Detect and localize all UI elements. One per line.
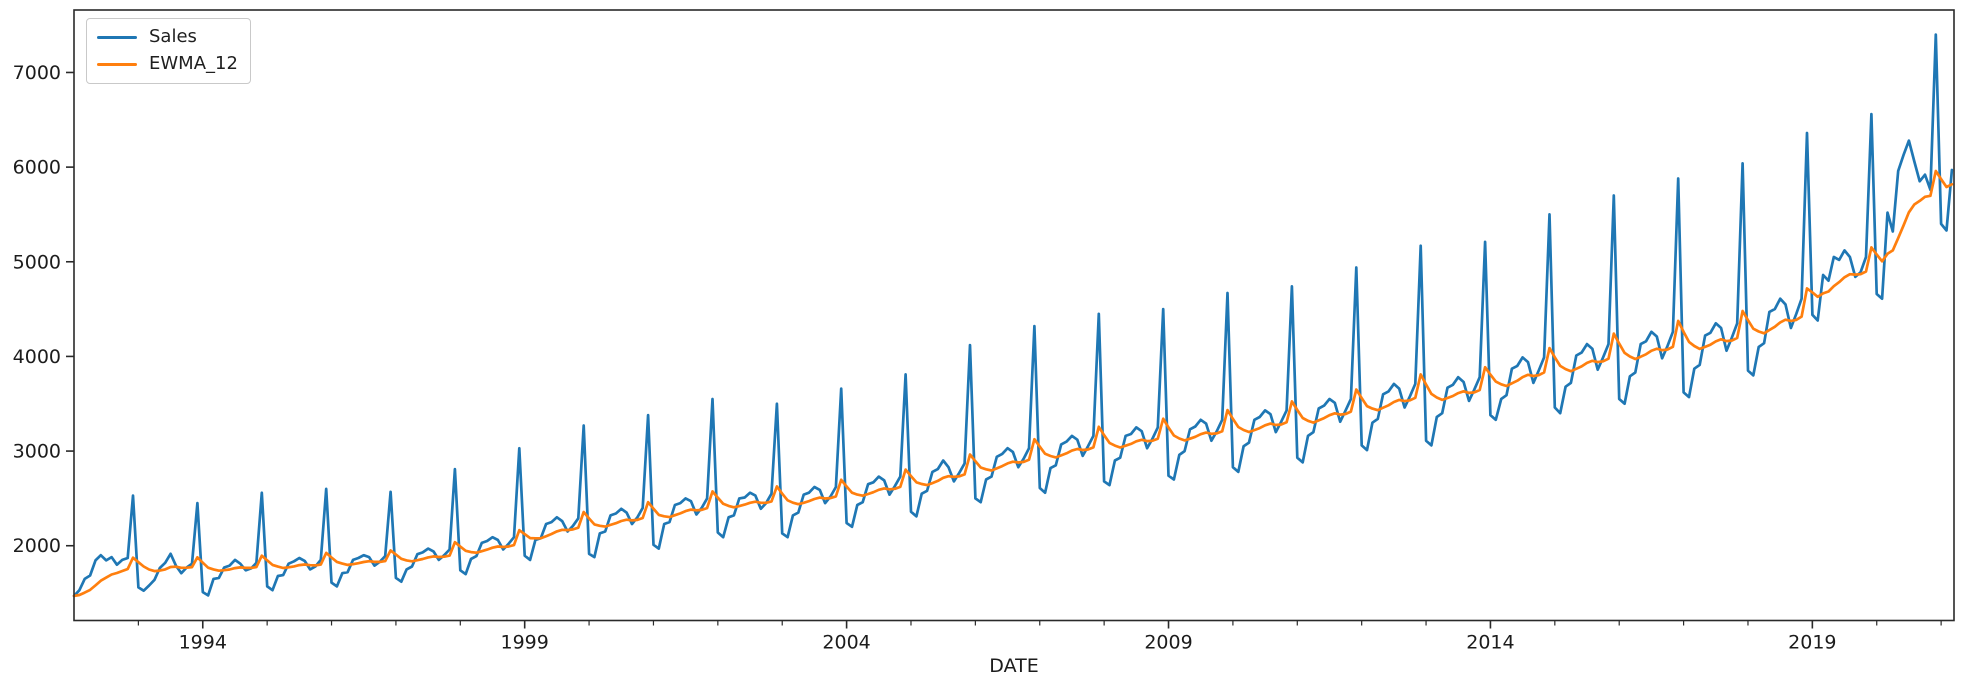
sales-line	[72, 33, 1954, 598]
y-tick-label-2000: 2000	[13, 535, 61, 557]
legend: Sales EWMA_12	[86, 18, 251, 84]
x-axis-title: DATE	[989, 655, 1039, 677]
legend-item-ewma: EWMA_12	[97, 54, 238, 74]
x-tick-label-2009: 2009	[1144, 632, 1192, 654]
x-tick-label-2004: 2004	[822, 632, 870, 654]
y-tick-label-5000: 5000	[13, 251, 61, 273]
plot-spines	[73, 9, 1955, 622]
sales-line-swatch	[97, 35, 137, 39]
ewma-12-line	[72, 169, 1954, 598]
y-tick-label-7000: 7000	[13, 62, 61, 84]
y-tick-label-3000: 3000	[13, 441, 61, 463]
legend-item-sales: Sales	[97, 27, 238, 47]
x-tick-label-2014: 2014	[1466, 632, 1514, 654]
ewma-line-swatch	[97, 62, 137, 66]
legend-label-sales: Sales	[149, 26, 197, 47]
legend-label-ewma: EWMA_12	[149, 53, 238, 74]
x-tick-label-1999: 1999	[501, 632, 549, 654]
y-tick-label-4000: 4000	[13, 346, 61, 368]
x-tick-label-2019: 2019	[1788, 632, 1836, 654]
x-tick-label-1994: 1994	[179, 632, 227, 654]
y-tick-label-6000: 6000	[13, 157, 61, 179]
